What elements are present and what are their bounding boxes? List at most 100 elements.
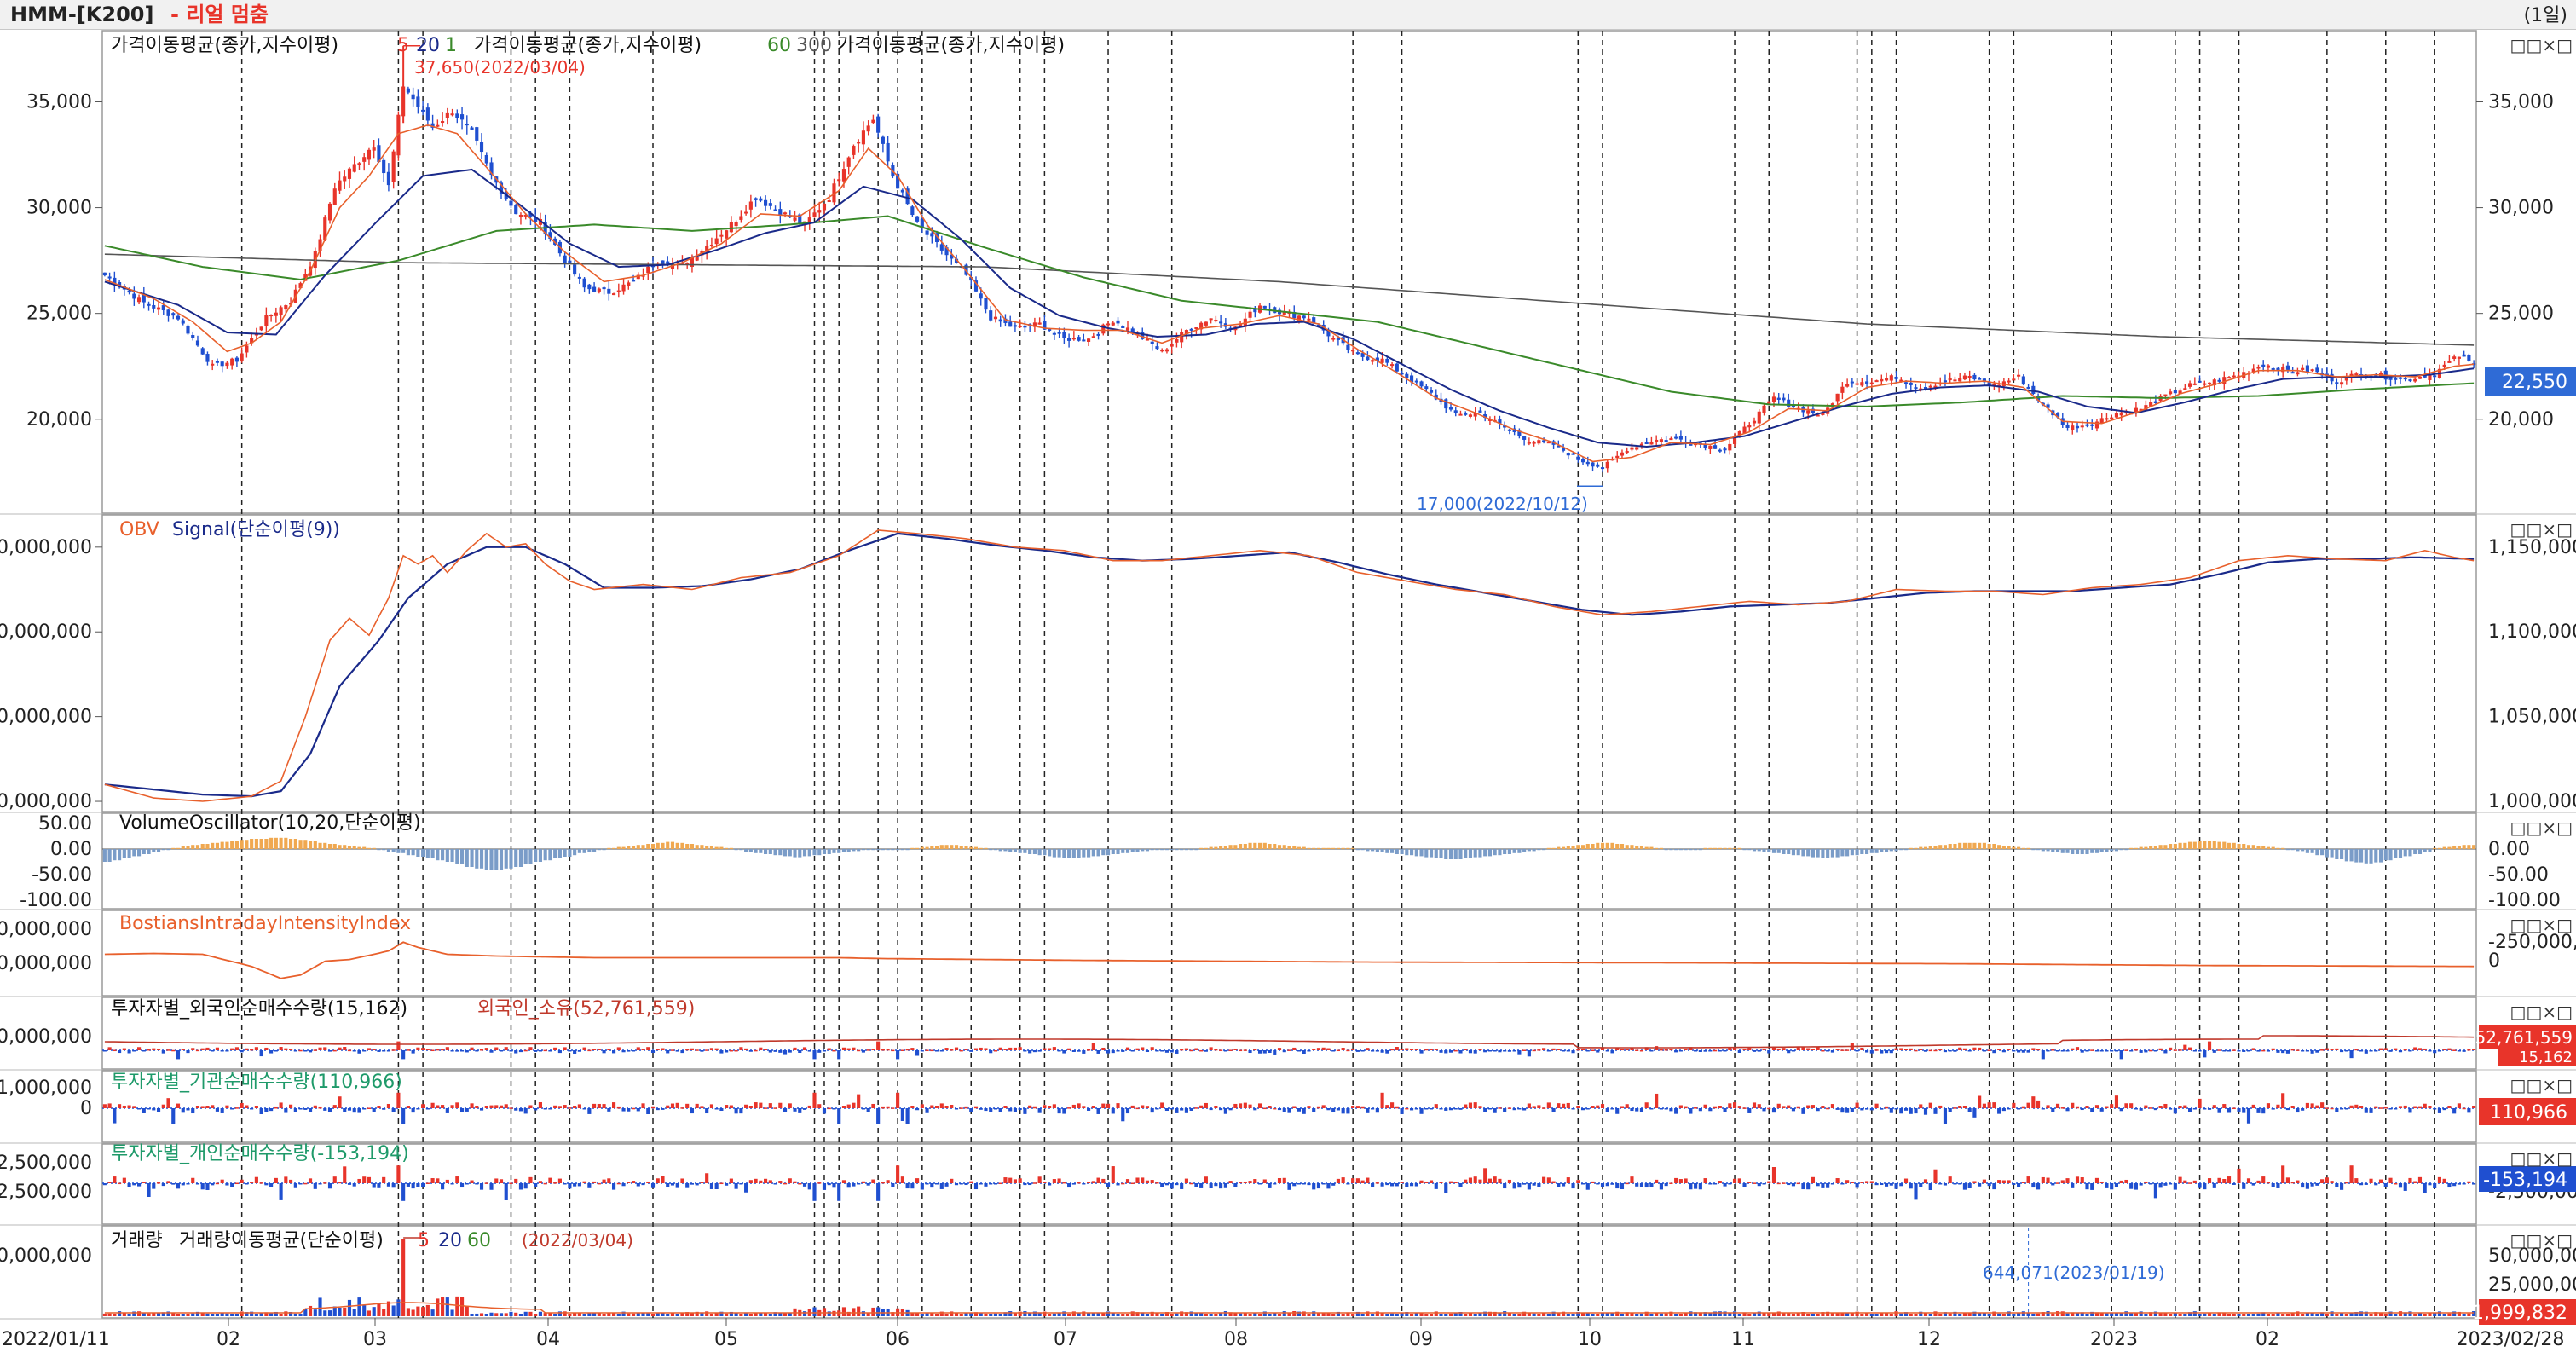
volume-legend[interactable]: 거래량 — [111, 1230, 163, 1251]
inst-bars-bar — [1360, 1106, 1365, 1109]
individual-panel[interactable]: 2,500,000-2,500,000-2,500,000 투자자별_개인순매수… — [0, 1143, 2576, 1203]
indiv-bars-bar — [1600, 1183, 1605, 1187]
volume-bar — [1718, 1311, 1722, 1316]
candle-down — [666, 261, 670, 266]
panel-buttons[interactable]: □□×□ □□×□ □□×□ □□×□ □□×□ □□×□ □□×□ □□×□ — [2510, 35, 2573, 1251]
vo-bar — [759, 849, 763, 853]
obv-panel[interactable]: 50,000,0001,150,000,00,000,0001,100,000,… — [0, 519, 2576, 812]
inst-bars-bar — [2462, 1107, 2466, 1110]
foreign-bars-bar — [734, 1049, 738, 1052]
vo-bar — [406, 849, 410, 856]
price-legend-2[interactable]: 가격이동평균(종가,지수이평) — [474, 35, 702, 56]
indiv-bars-bar — [1326, 1183, 1331, 1189]
price-legend-1[interactable]: 가격이동평균(종가,지수이평) — [111, 35, 338, 56]
vo-bar — [1713, 847, 1718, 849]
vo-bar — [788, 849, 792, 857]
vo-bar — [2276, 847, 2280, 849]
foreign-bars-bar — [1135, 1048, 1140, 1050]
inst-bars-bar — [1444, 1108, 1448, 1111]
panel-control-buttons[interactable]: □□×□ — [2510, 35, 2573, 55]
foreign-bars-bar — [308, 1050, 313, 1053]
indiv-bars-bar — [1424, 1181, 1429, 1183]
obv-signal-legend[interactable]: Signal(단순이평(9)) — [172, 519, 340, 540]
panel-control-buttons[interactable]: □□×□ — [2510, 915, 2573, 935]
inst-bars-bar — [666, 1105, 670, 1108]
vo-bar — [1610, 842, 1614, 849]
foreign-panel[interactable]: 50,000,000 투자자별_외국인순매수수량(15,162) 외국인_소유(… — [0, 998, 2576, 1066]
indiv-bars-bar — [1551, 1181, 1556, 1183]
panel-control-buttons[interactable]: □□×□ — [2510, 519, 2573, 540]
inst-bars-bar — [1125, 1108, 1130, 1114]
candle-down — [768, 203, 772, 206]
vo-bar — [475, 849, 479, 869]
foreign-bars-bar — [905, 1049, 910, 1051]
vo-bar — [2457, 846, 2461, 849]
vo-bar — [798, 849, 802, 858]
institution-legend[interactable]: 투자자별_기관순매수수량(110,966) — [111, 1072, 402, 1093]
panel-control-buttons[interactable]: □□×□ — [2510, 818, 2573, 838]
foreign-bars-bar — [2001, 1050, 2006, 1053]
panel-control-buttons[interactable]: □□×□ — [2510, 1002, 2573, 1022]
foreign-bars-bar — [798, 1050, 802, 1053]
indiv-bars-bar — [2364, 1183, 2368, 1185]
foreign-bars-bar — [1762, 1049, 1766, 1050]
indiv-bars-bar — [964, 1183, 968, 1186]
panel-control-buttons[interactable]: □□×□ — [2510, 1230, 2573, 1251]
candle-down — [2374, 375, 2378, 378]
indiv-bars-bar — [690, 1183, 695, 1185]
volume-ma-legend[interactable]: 거래량이동평균(단순이평) — [179, 1230, 384, 1251]
candle-up — [2080, 425, 2084, 428]
indiv-bars-bar — [939, 1183, 944, 1189]
indiv-bars-bar — [1419, 1180, 1424, 1183]
indiv-bars-bar — [1840, 1183, 1845, 1185]
vo-legend[interactable]: VolumeOscillator(10,20,단순이평) — [119, 812, 421, 834]
foreign-bars-bar — [1566, 1050, 1570, 1052]
indiv-bars-bar — [2051, 1183, 2055, 1186]
candlesticks[interactable] — [102, 44, 2476, 487]
candle-down — [1121, 326, 1125, 329]
volume-bar — [327, 1310, 332, 1316]
candle-up — [1752, 420, 1757, 424]
inst-bars-bar — [1155, 1108, 1159, 1110]
period-label[interactable]: (1일) — [2524, 5, 2567, 26]
bostian-legend[interactable]: BostiansIntradayIntensityIndex — [119, 913, 411, 934]
inst-bars-bar — [2060, 1107, 2065, 1109]
volume-oscillator-panel[interactable]: 50.000.00-50.00-100.000.00-50.00-100.00 … — [20, 812, 2561, 911]
indiv-bars-bar — [2046, 1177, 2050, 1183]
inst-bars-bar — [1728, 1103, 1732, 1108]
panel-control-buttons[interactable]: □□×□ — [2510, 1148, 2573, 1169]
indiv-bars-bar — [1532, 1183, 1536, 1186]
foreign-bars-bar — [934, 1050, 939, 1052]
foreign-bars-bar — [1576, 1049, 1580, 1051]
obv-legend[interactable]: OBV — [119, 519, 159, 540]
realtime-status[interactable]: - 리얼 멈춤 — [170, 3, 269, 26]
indiv-bars-bar — [459, 1183, 465, 1188]
indiv-bars-bar — [1366, 1177, 1370, 1183]
panel-control-buttons[interactable]: □□×□ — [2510, 1075, 2573, 1095]
candle-down — [386, 171, 390, 186]
foreign-bars-bar — [944, 1048, 949, 1050]
inst-bars-bar — [2281, 1093, 2285, 1108]
volume-bar — [1013, 1312, 1018, 1316]
price-legend-3[interactable]: 가격이동평균(종가,지수이평) — [837, 35, 1065, 56]
candle-down — [1155, 346, 1159, 350]
indiv-bars-bar — [1620, 1183, 1625, 1190]
individual-legend[interactable]: 투자자별_개인순매수수량(-153,194) — [111, 1143, 409, 1164]
foreign-bars-bar — [548, 1050, 552, 1052]
foreign-legend-1[interactable]: 투자자별_외국인순매수수량(15,162) — [111, 998, 407, 1020]
vo-bar — [1326, 847, 1331, 849]
foreign-bars-bar — [1782, 1048, 1786, 1050]
foreign-bars-bar — [122, 1048, 126, 1050]
inst-bars-bar — [2290, 1106, 2295, 1108]
foreign-legend-2[interactable]: 외국인_소유(52,761,559) — [477, 998, 695, 1020]
foreign-bars-bar — [1239, 1049, 1243, 1052]
inst-bars-bar — [1615, 1108, 1620, 1114]
indiv-bars-bar — [1830, 1183, 1834, 1185]
foreign-bars-bar — [1048, 1048, 1052, 1050]
vo-bar — [1997, 845, 2001, 849]
indiv-bars-bar — [2105, 1183, 2109, 1188]
